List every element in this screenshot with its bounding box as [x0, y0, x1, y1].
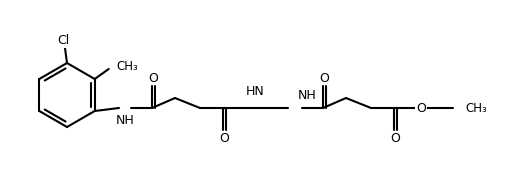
Text: HN: HN [246, 85, 265, 98]
Text: O: O [148, 72, 158, 85]
Text: CH₃: CH₃ [465, 101, 487, 114]
Text: NH: NH [116, 114, 134, 127]
Text: Cl: Cl [57, 35, 69, 48]
Text: CH₃: CH₃ [117, 59, 138, 72]
Text: O: O [319, 72, 329, 85]
Text: NH: NH [298, 89, 317, 102]
Text: O: O [390, 132, 400, 145]
Text: O: O [219, 132, 229, 145]
Text: O: O [416, 101, 426, 114]
